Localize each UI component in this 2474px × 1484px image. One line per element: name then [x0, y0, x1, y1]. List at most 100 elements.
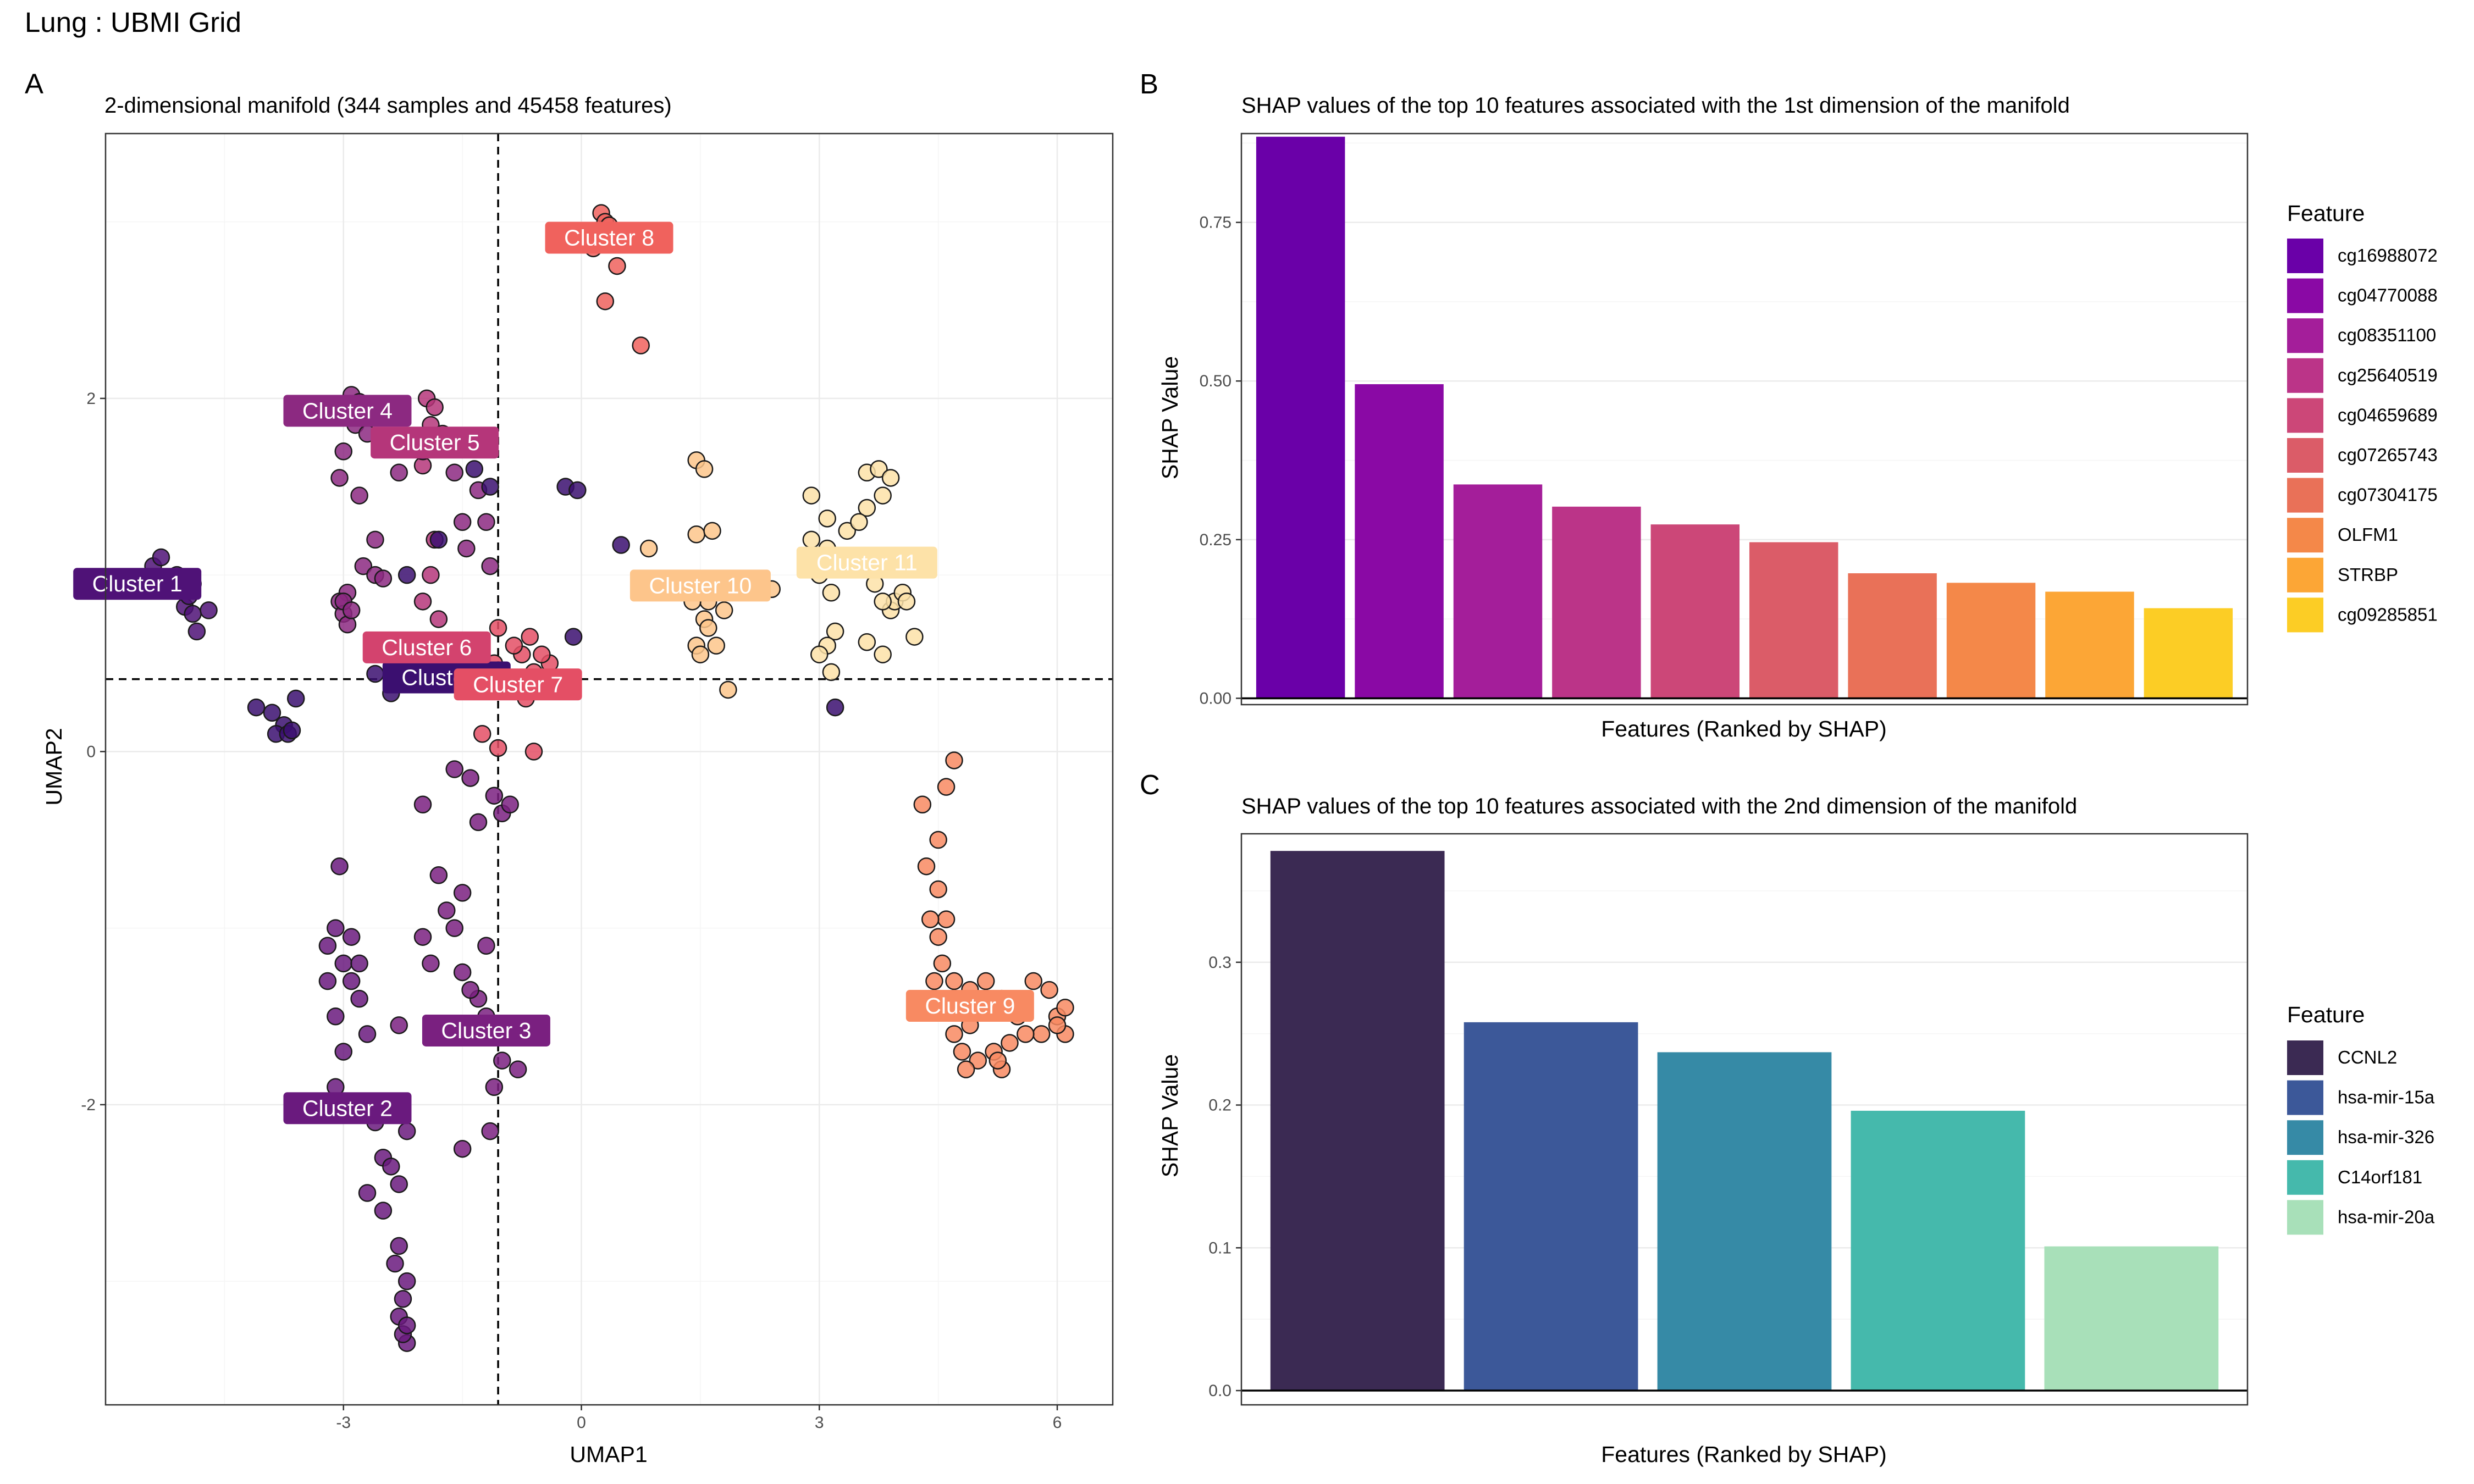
- scatter-point: [330, 857, 349, 876]
- panel-b-letter: B: [1140, 68, 1158, 99]
- panel-c-xlabel: Features (Ranked by SHAP): [1601, 1442, 1887, 1467]
- scatter-point: [342, 972, 361, 990]
- scatter-point: [897, 593, 916, 611]
- scatter-point: [1048, 1016, 1067, 1034]
- bar: [1453, 484, 1543, 699]
- scatter-point: [461, 769, 479, 787]
- legend-swatch: [2287, 478, 2323, 513]
- scatter-point: [976, 972, 995, 990]
- scatter-point: [703, 522, 721, 540]
- scatter-point: [438, 901, 456, 920]
- scatter-point: [187, 622, 206, 641]
- scatter-point: [929, 928, 947, 946]
- scatter-point: [453, 1139, 472, 1158]
- scatter-point: [933, 954, 952, 973]
- panel-a-xtick-label: 0: [577, 1414, 586, 1432]
- scatter-point: [473, 725, 492, 743]
- scatter-point: [358, 1025, 377, 1043]
- scatter-point: [937, 910, 956, 928]
- legend-entry: cg08351100: [2338, 325, 2436, 345]
- cluster-label-box: [283, 1092, 412, 1125]
- scatter-point: [327, 1007, 345, 1026]
- legend-entry: cg25640519: [2338, 365, 2438, 385]
- scatter-point: [953, 1043, 971, 1061]
- scatter-point: [564, 628, 583, 646]
- scatter-point: [283, 721, 301, 740]
- cluster-label-box: [422, 1014, 550, 1046]
- scatter-point: [334, 1043, 353, 1061]
- scatter-point: [945, 751, 963, 769]
- scatter-point: [469, 813, 488, 832]
- panel-a-frame: [104, 132, 1114, 1406]
- cluster-label: Cluster 5: [390, 430, 480, 455]
- panelB-frame: [1240, 132, 2249, 706]
- cluster-label: Cluster 6: [382, 635, 472, 660]
- panelB-ytick-label: 0.25: [1200, 531, 1232, 549]
- scatter-point: [350, 989, 368, 1008]
- scatter-point: [632, 336, 650, 355]
- scatter-point: [477, 513, 495, 531]
- scatter-point: [413, 928, 432, 946]
- cluster-label-box: [371, 427, 499, 459]
- scatter-point: [453, 884, 472, 902]
- scatter-point: [366, 530, 384, 549]
- legend-entry: C14orf181: [2338, 1167, 2422, 1187]
- scatter-point: [699, 619, 717, 637]
- scatter-point: [342, 928, 361, 946]
- scatter-point: [374, 569, 393, 588]
- scatter-point: [422, 566, 440, 584]
- scatter-point: [929, 830, 947, 849]
- legend-swatch: [2287, 1040, 2323, 1075]
- scatter-point: [453, 963, 472, 982]
- panelC-ytick-label: 0.1: [1208, 1239, 1232, 1257]
- scatter-point: [390, 1237, 408, 1255]
- bar: [1946, 583, 2036, 699]
- cluster-label: Cluster 1: [92, 571, 183, 596]
- scatter-point: [1017, 1025, 1035, 1043]
- panel-b-xlabel: Features (Ranked by SHAP): [1601, 716, 1887, 741]
- legend-entry: cg07304175: [2338, 485, 2438, 505]
- scatter-point: [858, 499, 876, 517]
- scatter-point: [382, 1158, 400, 1176]
- scatter-point: [422, 954, 440, 973]
- scatter-point: [429, 530, 448, 549]
- bar: [1848, 573, 1937, 699]
- panel-b: B SHAP values of the top 10 features ass…: [1140, 68, 2438, 741]
- scatter-point: [429, 610, 448, 628]
- panel-c: C SHAP values of the top 10 features ass…: [1140, 769, 2435, 1467]
- scatter-point: [350, 486, 368, 505]
- scatter-point: [485, 787, 504, 805]
- scatter-point: [639, 539, 658, 558]
- scatter-point: [397, 1122, 416, 1140]
- scatter-point: [481, 557, 499, 575]
- scatter-point: [874, 645, 892, 663]
- legend-swatch: [2287, 358, 2323, 393]
- cluster-label-box: [362, 631, 491, 663]
- cluster-label-box: [283, 395, 412, 427]
- bar: [1851, 1110, 2025, 1391]
- scatter-point: [524, 743, 543, 761]
- legend-swatch: [2287, 557, 2323, 593]
- scatter-point: [453, 513, 472, 531]
- scatter-point: [481, 478, 499, 496]
- scatter-point: [397, 566, 416, 584]
- scatter-point: [810, 645, 829, 663]
- scatter-point: [397, 1272, 416, 1291]
- bar: [1650, 524, 1740, 699]
- scatter-point: [969, 1051, 987, 1070]
- panel-b-legend-title: Feature: [2287, 201, 2365, 226]
- scatter-point: [612, 536, 630, 554]
- cluster-label: Cluster 10: [649, 573, 752, 598]
- panel-a-ylabel: UMAP2: [41, 728, 67, 805]
- panelC-frame: [1240, 833, 2249, 1406]
- scatter-point: [334, 442, 353, 461]
- scatter-point: [481, 1122, 499, 1140]
- scatter-point: [489, 739, 507, 757]
- legend-entry: cg04659689: [2338, 405, 2438, 425]
- scatter-point: [695, 460, 714, 478]
- bar: [2044, 1246, 2219, 1391]
- legend-swatch: [2287, 438, 2323, 473]
- legend-entry: hsa-mir-326: [2338, 1127, 2434, 1147]
- scatter-point: [493, 1051, 511, 1070]
- cluster-label: Cluster 8: [564, 225, 654, 251]
